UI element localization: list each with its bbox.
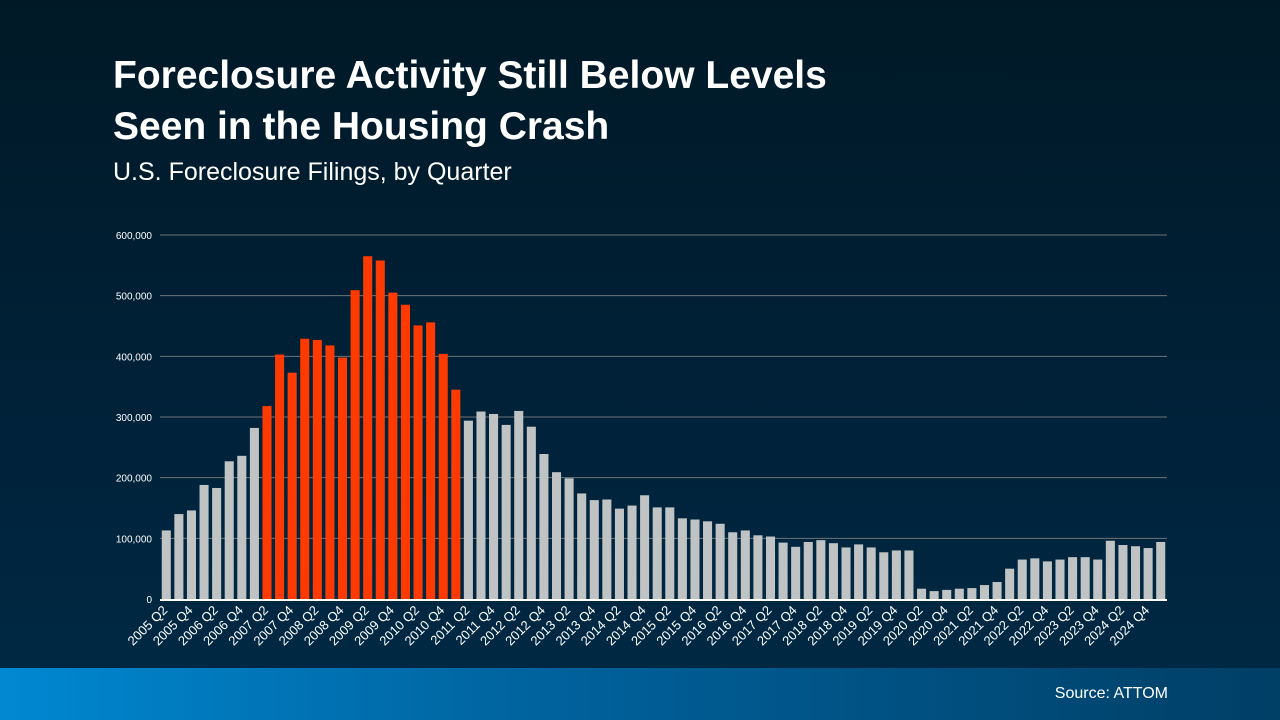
bar	[1093, 559, 1103, 599]
bar	[665, 507, 675, 599]
bar	[967, 588, 977, 599]
bar	[652, 507, 662, 599]
bar	[942, 589, 952, 599]
bar	[262, 406, 272, 599]
bar	[400, 304, 410, 599]
bar	[577, 493, 587, 599]
bar	[363, 256, 373, 599]
bar	[614, 508, 624, 599]
y-tick-label: 200,000	[116, 474, 153, 485]
y-tick-label: 500,000	[116, 292, 153, 303]
bar	[1017, 559, 1027, 599]
bar	[350, 290, 360, 599]
bar	[174, 514, 184, 599]
bar	[690, 519, 700, 599]
bar	[904, 550, 914, 599]
bar	[740, 530, 750, 599]
bar	[463, 420, 473, 599]
chart-subtitle: U.S. Foreclosure Filings, by Quarter	[113, 158, 512, 186]
bar	[287, 372, 297, 599]
y-tick-label: 100,000	[116, 534, 153, 545]
bar	[426, 322, 436, 599]
bar	[1042, 561, 1052, 599]
y-tick-label: 300,000	[116, 413, 153, 424]
bar	[791, 546, 801, 599]
bar	[476, 411, 486, 599]
bar	[602, 499, 612, 599]
bar	[854, 544, 864, 599]
bar	[1156, 541, 1166, 599]
bar	[677, 518, 687, 599]
bar	[1055, 559, 1065, 599]
bar	[489, 413, 499, 599]
bar	[224, 461, 234, 599]
bar	[929, 591, 939, 599]
bar	[526, 426, 536, 599]
y-tick-label: 0	[146, 595, 152, 606]
bar	[992, 582, 1002, 599]
bar	[778, 542, 788, 599]
source-note: Source: ATTOM	[1054, 685, 1168, 702]
bar	[388, 292, 398, 599]
y-tick-label: 600,000	[116, 231, 153, 242]
bar	[627, 505, 637, 599]
bar	[186, 510, 197, 599]
bar	[312, 339, 322, 599]
bar	[1118, 545, 1128, 599]
bar	[300, 338, 310, 599]
bar	[828, 543, 838, 599]
bar	[891, 550, 901, 599]
bar	[413, 325, 423, 599]
bar	[1068, 557, 1078, 599]
bar	[1130, 546, 1141, 599]
bar	[1143, 548, 1153, 599]
chart-title: Foreclosure Activity Still Below Levels …	[113, 50, 827, 152]
bar	[803, 541, 813, 599]
bar	[1005, 568, 1015, 599]
bar	[866, 547, 876, 599]
bar	[841, 547, 851, 599]
bar	[438, 353, 448, 599]
bar	[816, 540, 826, 599]
title-line-2: Seen in the Housing Crash	[113, 105, 610, 148]
footer-bar: Source: ATTOM	[0, 668, 1280, 720]
bar	[765, 536, 776, 599]
bar	[564, 478, 574, 599]
bar	[954, 588, 964, 599]
title-line-1: Foreclosure Activity Still Below Levels	[113, 54, 827, 97]
bar-chart: 0 100,000 200,000 300,000 400,000 500,000 600,…	[116, 231, 1167, 606]
bar	[703, 521, 713, 599]
bar	[589, 500, 599, 599]
bar	[753, 535, 763, 599]
bar	[1105, 540, 1115, 599]
bar	[514, 410, 524, 599]
bar	[237, 455, 247, 599]
bar	[275, 354, 285, 599]
bar	[917, 588, 927, 599]
bar	[640, 495, 650, 599]
bar	[539, 454, 549, 599]
bar	[337, 357, 348, 599]
bar	[879, 552, 889, 599]
y-tick-label: 400,000	[116, 352, 153, 363]
bar	[212, 487, 222, 599]
bar	[249, 427, 259, 599]
bar	[1080, 557, 1090, 599]
bar	[199, 484, 209, 599]
bar	[325, 345, 335, 599]
bar	[715, 523, 725, 599]
bar	[1030, 558, 1040, 599]
bar	[501, 424, 511, 599]
bar	[728, 532, 738, 599]
bar	[979, 585, 990, 599]
bar	[551, 472, 562, 599]
bar	[375, 260, 385, 599]
bar	[451, 389, 461, 599]
bar	[161, 530, 171, 599]
